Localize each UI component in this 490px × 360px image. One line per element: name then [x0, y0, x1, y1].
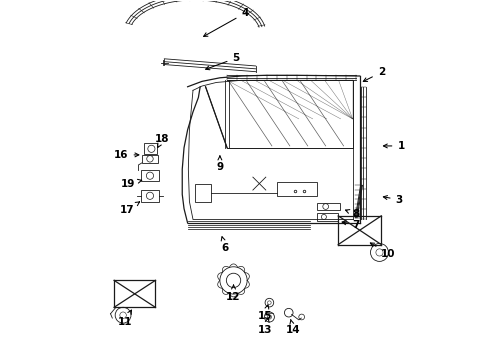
Text: 7: 7	[342, 220, 360, 230]
Text: 12: 12	[226, 285, 241, 302]
Text: 9: 9	[216, 156, 223, 172]
Text: 16: 16	[114, 150, 139, 160]
Text: 18: 18	[155, 134, 170, 148]
Bar	[141, 170, 159, 181]
Text: 1: 1	[383, 141, 405, 151]
Text: 19: 19	[121, 179, 142, 189]
Bar	[144, 143, 157, 154]
Bar	[277, 182, 317, 196]
Text: 14: 14	[286, 319, 301, 335]
Text: 6: 6	[221, 237, 229, 253]
Text: 3: 3	[383, 195, 403, 205]
Bar	[195, 184, 211, 202]
Bar	[141, 190, 159, 202]
Bar	[142, 155, 158, 163]
Text: 13: 13	[258, 318, 273, 335]
Text: 4: 4	[204, 8, 249, 36]
Text: 15: 15	[257, 305, 272, 321]
Text: 10: 10	[370, 243, 396, 258]
Text: 2: 2	[363, 67, 385, 81]
Text: 8: 8	[345, 209, 360, 219]
Text: 5: 5	[206, 53, 240, 70]
Text: 17: 17	[120, 202, 140, 216]
Bar	[317, 213, 338, 221]
Text: 11: 11	[118, 310, 132, 327]
Bar	[317, 203, 340, 211]
